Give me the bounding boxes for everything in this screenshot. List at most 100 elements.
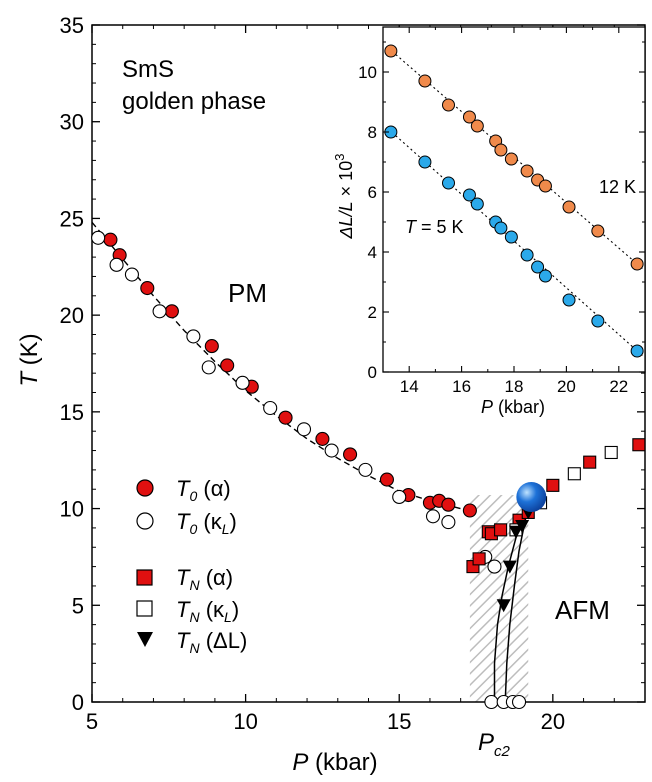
inset-data-point xyxy=(470,197,484,211)
legend-marker-circle-filled xyxy=(136,479,154,497)
data-point-circle-filled xyxy=(315,431,330,446)
inset-data-point xyxy=(531,260,545,274)
inset-data-point xyxy=(384,44,398,58)
x-tick-label: 10 xyxy=(233,709,257,734)
data-point-circle-open xyxy=(487,559,502,574)
inset-y-tick-label: 0 xyxy=(368,363,377,382)
legend-text: TN (ΔL) xyxy=(176,628,247,656)
inset-data-point xyxy=(504,230,518,244)
data-point-circle-filled xyxy=(103,232,118,247)
critical-pressure-label: Pc2 xyxy=(478,729,511,760)
data-point-square-open xyxy=(567,467,581,481)
inset-series-label-12k: 12 K xyxy=(599,177,636,197)
data-point-circle-filled xyxy=(278,410,293,425)
data-point-circle-filled xyxy=(220,358,235,373)
data-point-circle-filled xyxy=(379,472,394,487)
legend-entry-t0-alpha: T0 (α) xyxy=(136,476,231,504)
data-point-circle-open xyxy=(124,267,139,282)
data-point-square-filled xyxy=(632,438,646,452)
y-tick-label: 15 xyxy=(60,400,84,425)
data-point-circle-filled xyxy=(462,503,477,518)
phase-label-pm: PM xyxy=(228,278,267,308)
legend-text: T0 (κL) xyxy=(176,509,237,537)
inset-y-tick-label: 10 xyxy=(358,63,377,82)
y-tick-label: 5 xyxy=(72,593,84,618)
inset-data-point xyxy=(562,293,576,307)
inset-data-point xyxy=(442,176,455,190)
inset-data-point xyxy=(630,257,644,271)
inset-data-point xyxy=(520,164,534,178)
data-point-square-filled xyxy=(546,478,560,492)
inset-data-point xyxy=(442,98,455,112)
inset-series-label-5k: T = 5 K xyxy=(405,217,464,237)
critical-point-marker xyxy=(516,481,547,512)
y-tick-label: 35 xyxy=(60,13,84,38)
legend-text: T0 (α) xyxy=(176,476,231,504)
inset-data-point xyxy=(418,155,432,169)
y-tick-label: 30 xyxy=(60,110,84,135)
data-point-circle-open xyxy=(324,443,339,458)
inset-data-point xyxy=(630,344,644,358)
legend-marker-square-filled xyxy=(136,569,153,586)
inset-data-point xyxy=(494,221,508,235)
inset-data-point xyxy=(504,152,518,166)
data-point-circle-open xyxy=(441,515,456,530)
inset-y-tick-label: 6 xyxy=(368,183,377,202)
inset-data-point xyxy=(470,119,484,133)
y-tick-label: 10 xyxy=(60,497,84,522)
data-point-circle-open xyxy=(152,304,167,319)
data-point-triangle-down xyxy=(508,525,523,539)
inset-data-point xyxy=(591,224,605,238)
legend: T0 (α) T0 (κL) TN (α) TN (κL) TN (ΔL) xyxy=(136,476,247,656)
y-tick-label: 0 xyxy=(72,690,84,715)
data-point-triangle-down xyxy=(515,519,530,533)
legend-text: TN (κL) xyxy=(176,597,239,625)
y-tick-label: 25 xyxy=(60,206,84,231)
legend-marker-circle-open xyxy=(136,512,154,530)
inset-data-point xyxy=(494,143,508,157)
data-point-square-filled xyxy=(472,552,486,566)
legend-entry-tn-kappa: TN (κL) xyxy=(136,597,239,625)
data-point-circle-filled xyxy=(441,497,456,512)
inset-thermal-expansion-chart: 14 16 18 20 22 0 2 4 6 8 10 xyxy=(358,26,646,396)
data-point-circle-open xyxy=(425,509,441,524)
data-point-circle-open xyxy=(392,489,407,505)
inset-y-axis-label: ΔL/L × 103 xyxy=(332,154,356,240)
legend-entry-tn-alpha: TN (α) xyxy=(136,565,233,593)
data-point-triangle-down xyxy=(496,599,511,613)
inset-x-tick-label: 20 xyxy=(557,377,576,396)
sample-label-line1: SmS xyxy=(122,56,174,83)
inset-data-point xyxy=(418,74,432,88)
inset-x-tick-label: 16 xyxy=(452,377,471,396)
inset-data-point xyxy=(538,179,552,193)
data-point-circle-filled xyxy=(204,339,219,354)
data-point-square-filled xyxy=(583,455,597,469)
x-tick-label: 15 xyxy=(387,709,411,734)
phase-label-afm: AFM xyxy=(555,595,610,625)
inset-data-point xyxy=(538,269,552,283)
data-point-square-open xyxy=(604,445,618,460)
inset-x-axis-label: P (kbar) xyxy=(481,397,545,417)
inset-x-tick-label: 18 xyxy=(505,377,524,396)
legend-entry-t0-kappa: T0 (κL) xyxy=(136,509,237,537)
x-tick-label: 20 xyxy=(541,709,565,734)
data-point-circle-open xyxy=(358,462,373,477)
x-tick-label: 5 xyxy=(86,709,98,734)
data-point-circle-filled xyxy=(164,304,179,319)
inset-x-tick-label: 14 xyxy=(400,377,419,396)
data-point-circle-open xyxy=(201,360,216,375)
sample-label-line2: golden phase xyxy=(122,88,266,115)
y-tick-label: 20 xyxy=(60,303,84,328)
data-point-circle-filled xyxy=(140,281,155,296)
legend-marker-square-open xyxy=(136,600,153,617)
data-point-circle-open xyxy=(296,422,312,437)
inset-data-point xyxy=(462,110,476,124)
inset-y-tick-label: 2 xyxy=(368,303,377,322)
data-point-circle-open xyxy=(263,400,278,416)
inset-y-tick-label: 4 xyxy=(368,243,377,262)
data-point-circle-filled xyxy=(343,447,358,462)
main-x-axis-label: P (kbar) xyxy=(292,749,377,776)
data-point-circle-open xyxy=(186,329,201,344)
